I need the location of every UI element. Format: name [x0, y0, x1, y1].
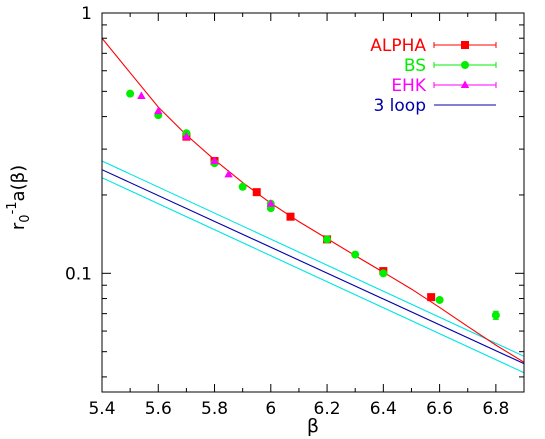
curve-line: [102, 37, 524, 363]
bs-point: [435, 295, 444, 304]
x-tick-label: 6.8: [482, 399, 509, 419]
x-tick-label: 6.6: [426, 399, 453, 419]
ehk-point: [224, 169, 233, 178]
bs-point: [238, 182, 247, 191]
y-axis-label-base: r: [8, 222, 29, 230]
ehk-point: [137, 91, 146, 99]
ehk-point: [182, 132, 191, 140]
legend-label: EHK: [391, 76, 427, 96]
x-axis: 5.4 5.6 5.8 6 6.2 6.4 6.6 6.8: [88, 13, 509, 419]
y-tick-label: 1: [81, 4, 92, 24]
x-tick-label: 5.4: [88, 399, 115, 419]
x-tick-label: 6.4: [370, 399, 397, 419]
3-loop-line: [102, 169, 524, 365]
y-axis-label: r0-1a(β): [5, 165, 33, 230]
y-axis: 0.11: [65, 4, 524, 378]
legend-marker: [460, 80, 470, 88]
plot-frame: [101, 12, 525, 393]
bs-point: [379, 269, 388, 278]
legend-label: BS: [404, 56, 426, 76]
alpha-point: [252, 188, 261, 197]
x-tick-label: 6.2: [314, 399, 341, 419]
alpha-point: [286, 212, 295, 221]
legend-label: 3 loop: [373, 96, 426, 116]
ehk-point: [266, 199, 275, 207]
bs-point: [491, 311, 500, 320]
x-tick-label: 6: [265, 399, 276, 419]
legend-label: ALPHA: [370, 36, 426, 56]
bs-point: [126, 89, 135, 98]
legend-marker: [461, 61, 469, 69]
curve-line: [102, 160, 524, 357]
y-axis-label-sup: -1: [5, 201, 20, 214]
alpha-point: [427, 293, 436, 302]
y-axis-label-rest: a(β): [8, 165, 29, 202]
legend-marker: [461, 41, 469, 49]
x-tick-label: 5.8: [201, 399, 228, 419]
bs-point: [323, 235, 332, 244]
curve-line: [102, 177, 524, 374]
data-markers: [126, 89, 500, 320]
x-tick-label: 5.6: [145, 399, 172, 419]
ehk-point: [210, 156, 219, 165]
y-axis-label-sub: 0: [18, 214, 33, 222]
ehk-point: [154, 106, 163, 115]
series-lines: [102, 37, 524, 374]
x-axis-label: β: [307, 415, 319, 437]
bs-point: [351, 250, 360, 259]
y-tick-label: 0.1: [65, 264, 92, 284]
